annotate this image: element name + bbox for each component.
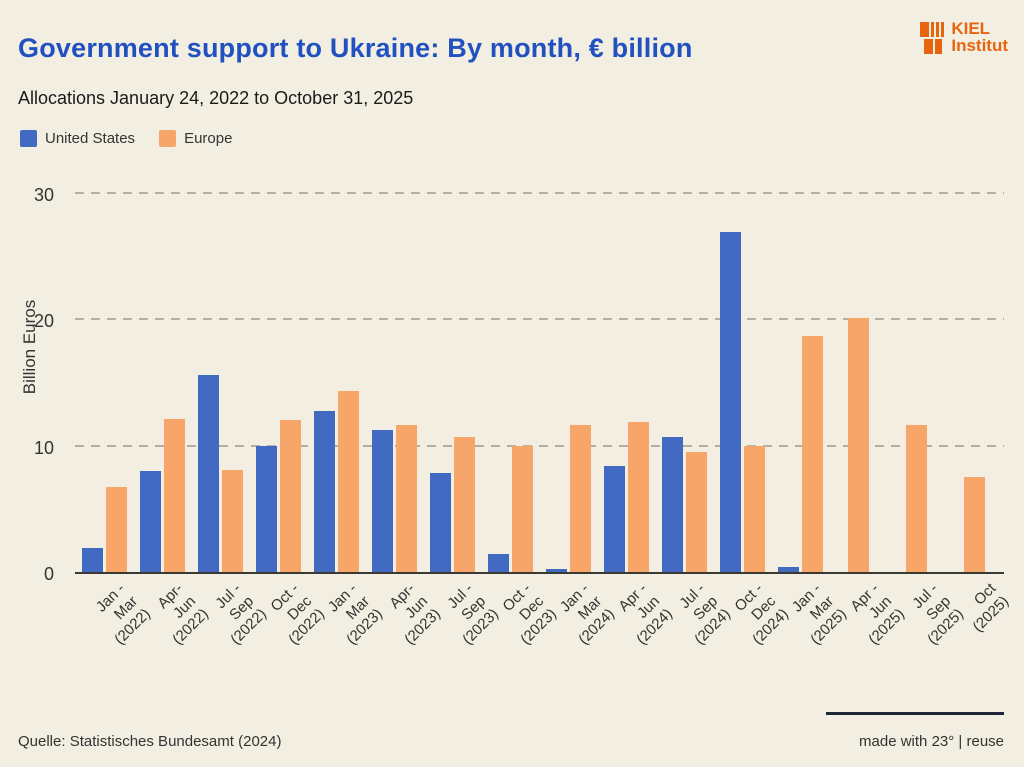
logo-wordmark: KIEL Institut [951,20,1008,55]
bar-europe[interactable] [395,425,417,572]
bar-united-states[interactable] [313,411,335,572]
x-axis-label: Apr-Jun (2022) [154,580,212,649]
logo-line2: Institut [951,36,1008,56]
bar-united-states[interactable] [604,465,626,572]
bar-group [888,180,946,572]
x-axis-label: Oct (2025) [969,580,1012,636]
gridline [75,318,1004,321]
x-axis-label: Apr - Jun (2025) [847,580,909,649]
bar-chart: Billion Euros 0 10 20 30 Jan - Mar (2022) Ap… [0,180,1024,648]
y-tick-label: 0 [43,564,54,584]
plot-area: Jan - Mar (2022) Apr-Jun (2022) Jul - Sep … [75,180,1012,648]
bar-united-states[interactable] [371,430,393,572]
page-title: Government support to Ukraine: By month,… [18,33,693,63]
bar-united-states[interactable] [546,569,568,572]
bar-group [540,180,598,572]
bar-group [598,180,656,572]
bar-europe[interactable] [848,317,870,572]
x-axis-label: Jan - Mar (2025) [789,580,851,649]
x-axis-label: Jan - Mar (2024) [556,580,619,649]
credit-link[interactable]: made with 23° | reuse [859,733,1004,750]
bar-group [656,180,714,572]
x-axis-label: Jul - Sep (2023) [444,580,502,649]
x-axis-label: Oct - Dec (2024) [731,580,793,649]
bar-europe[interactable] [906,425,928,572]
bar-united-states[interactable] [197,374,219,572]
bar-group [423,180,481,572]
bar-europe[interactable] [570,425,592,572]
y-axis-ticks: 0 10 20 30 [0,180,62,584]
x-axis-label: Jul - Sep (2022) [212,580,270,649]
x-axis-label: Jan - Mar (2023) [324,580,386,649]
x-axis-label: Apr - Jun (2024) [615,580,677,649]
y-tick-label: 10 [33,437,54,458]
bar-europe[interactable] [163,419,185,572]
legend-label-europe: Europe [184,130,233,147]
bar-group [307,180,365,572]
x-axis-label: Jan - Mar (2022) [92,580,154,649]
bar-group [714,180,772,572]
source-note: Quelle: Statistisches Bundesamt (2024) [18,733,282,750]
bar-europe[interactable] [964,477,986,572]
bar-united-states[interactable] [429,473,451,572]
bar-europe[interactable] [686,451,708,572]
bar-united-states[interactable] [81,547,103,572]
bar-group [191,180,249,572]
bar-group [75,180,133,572]
legend-swatch-united-states [20,130,37,147]
bar-united-states[interactable] [662,436,684,572]
bar-europe[interactable] [337,391,359,572]
legend: United States Europe [20,130,232,147]
bar-united-states[interactable] [255,445,277,572]
bar-group [772,180,830,572]
kiel-bars-logo-icon [920,20,945,54]
bar-group [830,180,888,572]
kiel-institut-logo: KIEL Institut [920,20,1008,55]
bar-europe[interactable] [221,469,243,572]
y-tick-label: 30 [33,184,54,205]
bar-united-states[interactable] [778,566,800,572]
y-tick-label: 20 [33,311,54,332]
chart-subtitle: Allocations January 24, 2022 to October … [18,88,414,108]
bar-group [249,180,307,572]
x-axis-label: Jul - Sep (2025) [908,580,967,649]
bar-group [365,180,423,572]
bar-europe[interactable] [511,445,533,572]
legend-item-united-states[interactable]: United States [20,130,135,147]
bar-europe[interactable] [105,487,127,572]
bar-europe[interactable] [628,421,650,572]
x-axis-labels: Jan - Mar (2022) Apr-Jun (2022) Jul - Sep … [75,572,1011,687]
gridline [75,191,1004,194]
bar-groups [75,180,1004,572]
bar-united-states[interactable] [720,231,742,572]
x-axis-label: Apr-Jun (2023) [386,580,444,649]
legend-swatch-europe [159,130,177,147]
bar-group [133,180,191,572]
gridline [75,444,1004,447]
bar-united-states[interactable] [487,554,509,572]
bar-europe[interactable] [453,436,475,572]
bar-group [946,180,1004,572]
bar-europe[interactable] [744,445,766,572]
bar-europe[interactable] [802,335,824,572]
x-axis-label: Oct - Dec (2022) [267,580,328,649]
logo-line1: KIEL [951,19,991,38]
legend-item-europe[interactable]: Europe [159,130,232,147]
x-axis-label: Oct - Dec (2023) [499,580,560,649]
bar-europe[interactable] [279,420,301,572]
bar-group [481,180,539,572]
bar-united-states[interactable] [139,470,161,572]
credit-divider [826,712,1004,715]
x-axis-label: Jul - Sep (2024) [676,580,735,649]
legend-label-united-states: United States [45,130,136,147]
